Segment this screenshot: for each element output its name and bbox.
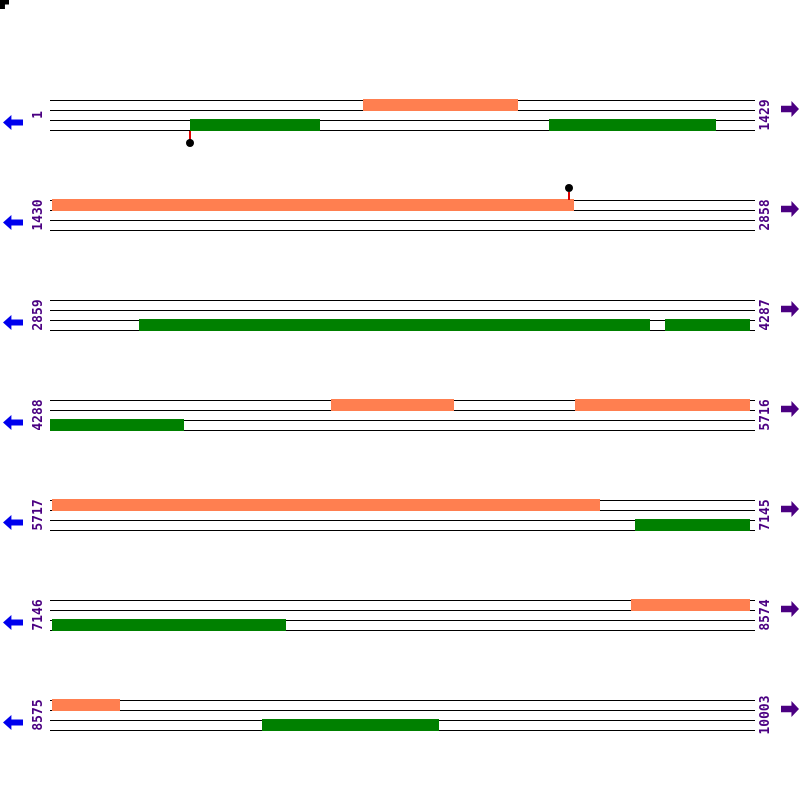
frame-line [50,120,755,121]
frame-line [50,710,755,711]
row-start-position-label: 4288 [31,399,46,431]
reverse-strand-left-arrow-icon[interactable] [3,415,23,430]
reverse-strand-feature-bar [190,119,320,131]
row-end-position-label: 10003 [758,695,773,735]
reverse-strand-left-arrow-icon[interactable] [3,715,23,730]
lollipop-marker-icon [186,139,194,147]
forward-strand-feature-bar [52,699,120,711]
reverse-strand-feature-bar [139,319,650,331]
frame-line [50,230,755,231]
reverse-strand-feature-bar [665,319,750,331]
row-end-position-label: 8574 [758,599,773,631]
frame-line [50,600,755,601]
forward-strand-right-arrow-icon[interactable] [781,301,799,317]
marker-stem [568,192,570,200]
reverse-strand-left-arrow-icon[interactable] [3,515,23,530]
forward-strand-feature-bar [52,199,574,211]
corner-mark [0,0,9,9]
row-start-position-label: 1 [31,111,46,119]
reverse-strand-feature-bar [50,419,184,431]
reverse-strand-feature-bar [549,119,716,131]
row-end-position-label: 4287 [758,299,773,331]
forward-strand-right-arrow-icon[interactable] [781,501,799,517]
frame-line [50,620,755,621]
forward-strand-right-arrow-icon[interactable] [781,701,799,717]
marker-stem [189,131,191,140]
forward-strand-feature-bar [631,599,750,611]
reverse-strand-feature-bar [262,719,439,731]
reverse-strand-left-arrow-icon[interactable] [3,315,23,330]
frame-line [50,220,755,221]
forward-strand-right-arrow-icon[interactable] [781,601,799,617]
forward-strand-feature-bar [575,399,750,411]
frame-line [50,700,755,701]
forward-strand-right-arrow-icon[interactable] [781,201,799,217]
frame-line [50,530,755,531]
row-start-position-label: 1430 [31,199,46,231]
frame-line [50,300,755,301]
reverse-strand-left-arrow-icon[interactable] [3,115,23,130]
frame-line [50,420,755,421]
row-end-position-label: 5716 [758,399,773,431]
frame-line [50,610,755,611]
row-start-position-label: 8575 [31,699,46,731]
forward-strand-right-arrow-icon[interactable] [781,401,799,417]
row-end-position-label: 7145 [758,499,773,531]
frame-line [50,430,755,431]
frame-line [50,130,755,131]
frame-line [50,520,755,521]
row-start-position-label: 5717 [31,499,46,531]
row-end-position-label: 2858 [758,199,773,231]
frame-line [50,310,755,311]
reverse-strand-feature-bar [635,519,750,531]
row-end-position-label: 1429 [758,99,773,131]
row-start-position-label: 7146 [31,599,46,631]
reverse-strand-left-arrow-icon[interactable] [3,615,23,630]
forward-strand-feature-bar [52,499,600,511]
lollipop-marker-icon [565,184,573,192]
reverse-strand-feature-bar [52,619,286,631]
forward-strand-right-arrow-icon[interactable] [781,101,799,117]
frame-line [50,630,755,631]
row-start-position-label: 2859 [31,299,46,331]
forward-strand-feature-bar [363,99,518,111]
forward-strand-feature-bar [331,399,454,411]
reverse-strand-left-arrow-icon[interactable] [3,215,23,230]
